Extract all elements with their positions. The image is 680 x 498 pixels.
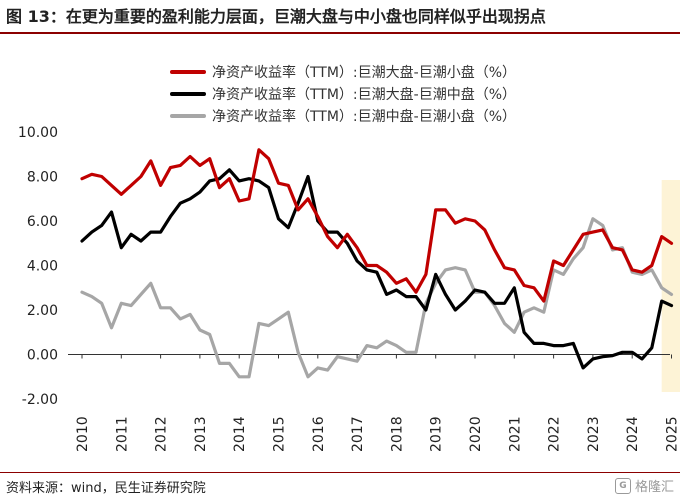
x-tick-label: 2015 <box>272 416 288 452</box>
series-lines <box>80 148 674 379</box>
x-tick-label: 2017 <box>350 416 366 452</box>
x-tick-label: 2013 <box>193 416 209 452</box>
y-tick-label: -2.00 <box>22 392 58 408</box>
y-tick-label: 0.00 <box>27 348 58 364</box>
y-tick-label: 8.00 <box>27 170 58 186</box>
x-tick-label: 2016 <box>311 416 327 452</box>
y-tick-label: 4.00 <box>27 259 58 275</box>
x-tick-label: 2022 <box>547 416 563 452</box>
watermark-logo-icon: G <box>614 477 631 494</box>
y-axis: 10.00 8.00 6.00 4.00 2.00 0.00 -2.00 <box>18 125 58 408</box>
x-tick-label: 2011 <box>114 416 130 452</box>
watermark: G 格隆汇 <box>614 476 674 495</box>
line-chart: 净资产收益率（TTM）:巨潮大盘-巨潮小盘（%） 净资产收益率（TTM）:巨潮大盘… <box>18 64 680 452</box>
highlight-band <box>661 180 680 392</box>
x-tick-label: 2014 <box>232 416 248 452</box>
x-tick-label: 2021 <box>507 416 523 452</box>
x-tick-label: 2012 <box>154 416 170 452</box>
x-tick-label: 2024 <box>625 416 641 452</box>
legend-label-2: 净资产收益率（TTM）:巨潮大盘-巨潮中盘（%） <box>212 86 516 103</box>
y-tick-label: 10.00 <box>18 125 58 141</box>
y-tick-label: 2.00 <box>27 303 58 319</box>
x-tick-label: 2023 <box>586 416 602 452</box>
series-line-1 <box>80 148 674 303</box>
x-tick-label: 2020 <box>468 416 484 452</box>
x-tick-label: 2010 <box>75 416 91 452</box>
x-tick-label: 2025 <box>665 416 680 452</box>
legend-label-3: 净资产收益率（TTM）:巨潮中盘-巨潮小盘（%） <box>212 108 516 125</box>
page-title: 图 13：在更为重要的盈利能力层面，巨潮大盘与中小盘也同样似乎出现拐点 <box>6 7 546 26</box>
source-note: 资料来源：wind，民生证券研究院 <box>6 481 206 496</box>
series-line-3 <box>80 217 674 379</box>
series-line-2 <box>80 168 674 370</box>
x-tick-label: 2018 <box>389 416 405 452</box>
title-divider <box>0 32 680 34</box>
y-tick-label: 6.00 <box>27 214 58 230</box>
watermark-text: 格隆汇 <box>634 480 674 495</box>
legend: 净资产收益率（TTM）:巨潮大盘-巨潮小盘（%） 净资产收益率（TTM）:巨潮大盘… <box>170 64 516 125</box>
x-axis: 2010 2011 2012 2013 2014 2015 2016 2017 2018 2019… <box>68 354 680 452</box>
highlight-band-group <box>661 180 680 392</box>
x-tick-label: 2019 <box>429 416 445 452</box>
legend-label-1: 净资产收益率（TTM）:巨潮大盘-巨潮小盘（%） <box>212 64 516 81</box>
footer-divider <box>0 472 680 473</box>
